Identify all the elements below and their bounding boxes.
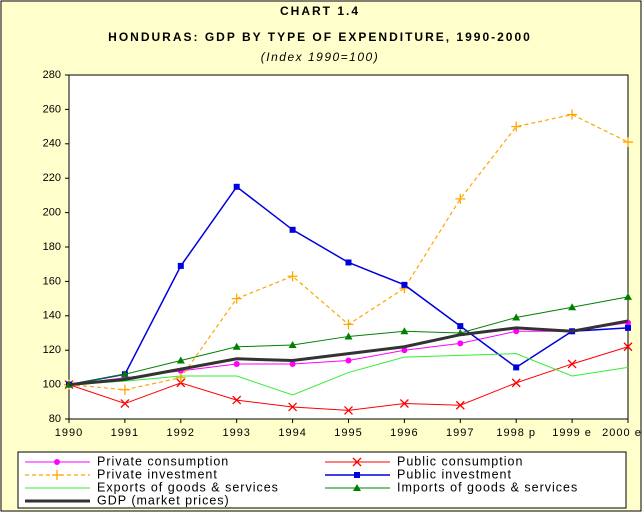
marker xyxy=(352,457,362,467)
marker xyxy=(289,360,296,367)
marker xyxy=(177,262,184,269)
legend-label: GDP (market prices) xyxy=(97,493,230,507)
marker xyxy=(288,402,298,412)
chart-note: (Index 1990=100) xyxy=(261,50,379,64)
x-tick-label: 1992 xyxy=(167,427,195,439)
x-tick-label: 2000 e xyxy=(602,427,642,439)
y-tick-label: 220 xyxy=(43,172,61,184)
series xyxy=(64,109,633,395)
x-tick-label: 1993 xyxy=(222,427,250,439)
marker xyxy=(233,360,240,367)
marker xyxy=(343,319,354,330)
y-tick-label: 240 xyxy=(43,138,61,150)
chart-title: CHART 1.4 xyxy=(280,4,360,18)
legend-label: Public investment xyxy=(397,467,512,481)
chart-subtitle: HONDURAS: GDP BY TYPE OF EXPENDITURE, 19… xyxy=(108,30,532,44)
marker xyxy=(623,342,633,352)
marker xyxy=(120,399,130,408)
x-tick-label: 1994 xyxy=(278,427,306,439)
x-tick-label: 1997 xyxy=(446,427,474,439)
marker xyxy=(401,347,408,354)
x-tick-label: 1991 xyxy=(111,427,139,439)
marker xyxy=(457,323,464,330)
marker xyxy=(119,384,130,395)
marker xyxy=(455,193,466,204)
marker xyxy=(455,400,465,410)
series-line xyxy=(68,319,629,387)
marker xyxy=(512,313,521,321)
marker xyxy=(176,378,186,388)
marker xyxy=(175,372,186,383)
legend-label: Private consumption xyxy=(97,454,229,468)
series xyxy=(65,292,632,388)
y-tick-label: 200 xyxy=(43,207,61,219)
y-tick-label: 100 xyxy=(43,379,61,391)
legend-label: Imports of goods & services xyxy=(397,480,578,494)
marker xyxy=(624,292,632,300)
marker xyxy=(457,340,464,347)
marker xyxy=(52,470,62,480)
marker xyxy=(344,332,353,340)
marker xyxy=(625,324,631,331)
y-tick-label: 260 xyxy=(43,103,61,115)
marker xyxy=(176,356,185,364)
marker xyxy=(513,328,520,335)
x-tick-label: 1999 e xyxy=(552,427,592,439)
marker xyxy=(232,342,241,350)
marker xyxy=(399,399,409,408)
marker xyxy=(231,293,242,304)
legend-label: Exports of goods & services xyxy=(97,480,279,494)
marker xyxy=(400,327,409,335)
legend xyxy=(17,451,627,509)
y-tick-label: 160 xyxy=(43,275,61,287)
marker xyxy=(511,121,522,132)
marker xyxy=(288,341,297,349)
marker xyxy=(54,459,60,465)
y-tick-label: 80 xyxy=(49,413,61,425)
marker xyxy=(568,303,577,311)
marker xyxy=(353,484,361,491)
y-tick-label: 280 xyxy=(43,69,61,81)
marker xyxy=(567,109,578,120)
marker xyxy=(289,226,296,233)
legend-label: Public consumption xyxy=(397,454,523,468)
x-tick-label: 1995 xyxy=(334,427,362,439)
x-tick-label: 1998 p xyxy=(496,427,536,439)
marker xyxy=(511,378,521,388)
x-tick-label: 1990 xyxy=(55,427,83,439)
marker xyxy=(345,357,352,364)
series-line xyxy=(68,353,629,396)
marker xyxy=(287,271,298,282)
marker xyxy=(354,472,360,478)
marker xyxy=(401,281,408,288)
marker xyxy=(345,259,352,266)
marker xyxy=(623,137,633,148)
marker xyxy=(232,395,242,405)
series xyxy=(68,353,629,396)
marker xyxy=(120,370,129,378)
y-tick-label: 120 xyxy=(43,344,61,356)
legend-label: Private investment xyxy=(97,467,218,481)
series xyxy=(68,319,629,387)
y-tick-label: 140 xyxy=(43,310,61,322)
marker xyxy=(344,405,353,415)
series xyxy=(64,342,633,415)
y-tick-label: 180 xyxy=(43,241,61,253)
marker xyxy=(233,183,240,190)
x-tick-label: 1996 xyxy=(390,427,418,439)
marker xyxy=(567,359,577,369)
marker xyxy=(513,364,520,371)
